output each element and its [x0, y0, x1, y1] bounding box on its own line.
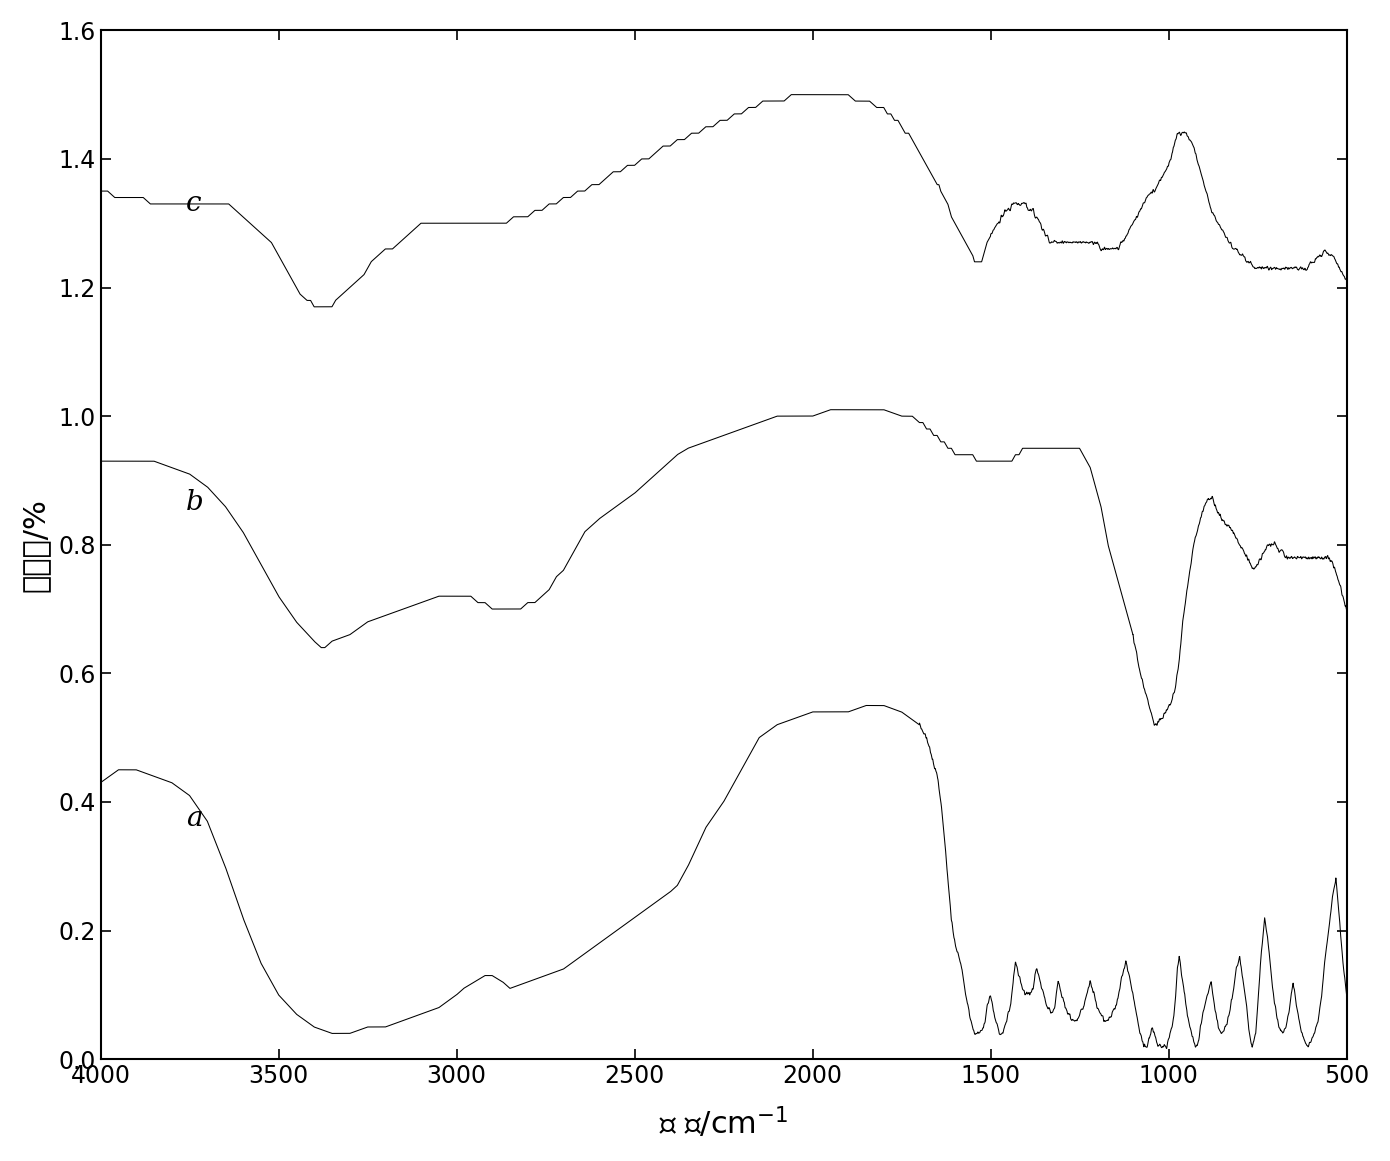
- Text: c: c: [186, 190, 202, 217]
- Text: a: a: [186, 805, 203, 831]
- X-axis label: 波 数/cm$^{-1}$: 波 数/cm$^{-1}$: [659, 1104, 788, 1140]
- Y-axis label: 透过率/%: 透过率/%: [21, 498, 50, 592]
- Text: b: b: [186, 490, 204, 517]
